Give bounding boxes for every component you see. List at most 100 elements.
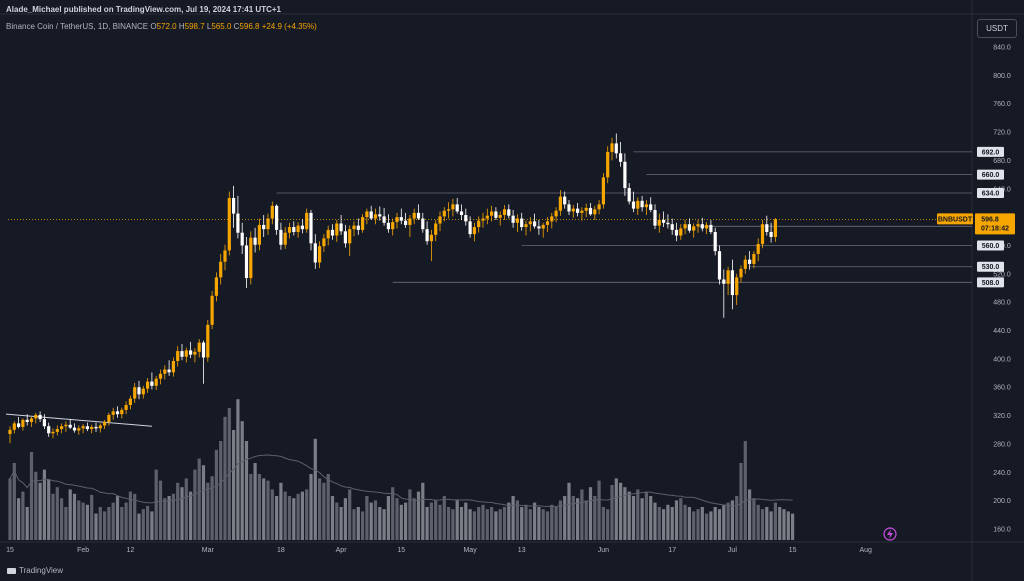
candle: [214, 272, 218, 302]
volume-bar: [184, 478, 188, 540]
high-value: 598.7: [184, 22, 205, 31]
volume-bar: [528, 509, 532, 540]
candle-body: [421, 218, 425, 230]
candle: [369, 205, 373, 220]
candle-body: [103, 421, 107, 426]
candle: [674, 222, 679, 242]
candle-body: [760, 224, 765, 245]
candle: [21, 418, 25, 431]
y-tick-label: 680.0: [993, 158, 1011, 165]
candle-body: [468, 221, 472, 235]
volume-bar: [60, 498, 64, 540]
volume-bar: [739, 463, 743, 540]
volume-bar: [541, 509, 545, 540]
volume-bar: [279, 482, 283, 540]
candle-body: [361, 217, 365, 230]
candle-body: [709, 224, 713, 233]
publisher-line: Alade_Michael published on TradingView.c…: [6, 5, 281, 14]
footer-brand[interactable]: TradingView: [7, 566, 63, 575]
volume-bar: [726, 502, 730, 540]
volume-bar: [270, 489, 274, 540]
candle-body: [692, 226, 696, 231]
y-tick-label: 760.0: [993, 101, 1011, 108]
symbol-name[interactable]: Binance Coin / TetherUS, 1D, BINANCE: [6, 22, 149, 31]
candle-body: [597, 204, 601, 210]
volume-bar: [657, 507, 661, 540]
candle-body: [193, 351, 197, 355]
candle: [580, 207, 584, 221]
volume-bar: [275, 496, 279, 540]
volume-bar: [313, 438, 317, 540]
level-tag-label: 692.0: [982, 149, 1000, 156]
candle-body: [515, 218, 519, 223]
volume-bar: [464, 502, 468, 540]
candle-body: [257, 224, 261, 245]
volume-bar: [141, 509, 145, 540]
x-tick-label: May: [463, 547, 477, 554]
volume-bar: [696, 509, 700, 540]
candle-body: [386, 222, 390, 230]
volume-bar: [425, 507, 429, 540]
candle-body: [335, 223, 339, 236]
volume-bar: [627, 491, 631, 540]
volume-bar: [180, 487, 184, 540]
candle-body: [507, 209, 511, 216]
candle: [85, 422, 89, 432]
candle: [223, 244, 227, 271]
volume-bar: [163, 498, 167, 540]
volume-moving-average: [9, 454, 793, 508]
candle-body: [434, 223, 438, 235]
volume-bar: [550, 504, 554, 540]
candle-body: [369, 211, 373, 219]
candle: [623, 153, 627, 196]
y-tick-label: 320.0: [993, 413, 1011, 420]
candle: [64, 421, 68, 432]
volume-bar: [236, 399, 240, 540]
candle-body: [429, 234, 433, 242]
candle: [77, 425, 81, 435]
candle-body: [167, 369, 171, 373]
candle: [485, 208, 489, 225]
candle-body: [485, 215, 489, 219]
volume-bar: [524, 504, 528, 540]
candle-body: [477, 220, 481, 228]
candle: [726, 266, 730, 296]
volume-bar: [567, 482, 571, 540]
candle-body: [72, 427, 77, 431]
candle-body: [765, 224, 769, 233]
candle: [459, 204, 464, 220]
candle: [743, 255, 747, 274]
level-tag-label: 560.0: [982, 243, 1000, 250]
level-tag-box: [977, 240, 1004, 251]
candle: [111, 407, 115, 420]
candle-body: [141, 388, 145, 395]
volume-bar: [257, 474, 261, 540]
candle: [636, 197, 640, 215]
x-tick-label: Jul: [728, 547, 737, 554]
candle-body: [584, 207, 588, 211]
candle: [601, 173, 605, 209]
volume-bar: [477, 507, 481, 540]
volume-bar: [520, 507, 524, 540]
volume-bar: [352, 509, 356, 540]
level-tag-box: [977, 146, 1004, 157]
candle-body: [85, 426, 89, 430]
candle: [606, 146, 610, 184]
currency-selector[interactable]: USDT: [977, 19, 1017, 38]
volume-bar: [447, 507, 451, 540]
candle: [141, 385, 145, 399]
x-tick-label: 13: [518, 547, 526, 554]
candle-body: [627, 188, 631, 202]
candle-body: [631, 201, 636, 209]
candle: [709, 219, 713, 235]
candle-body: [773, 219, 777, 237]
lightning-icon[interactable]: [883, 527, 897, 541]
volume-bar: [623, 487, 627, 540]
volume-bar: [644, 491, 648, 540]
y-tick-label: 240.0: [993, 470, 1011, 477]
candle: [232, 185, 236, 228]
volume-bar: [210, 476, 214, 540]
volume-bar: [619, 482, 623, 540]
candle-body: [717, 251, 722, 280]
